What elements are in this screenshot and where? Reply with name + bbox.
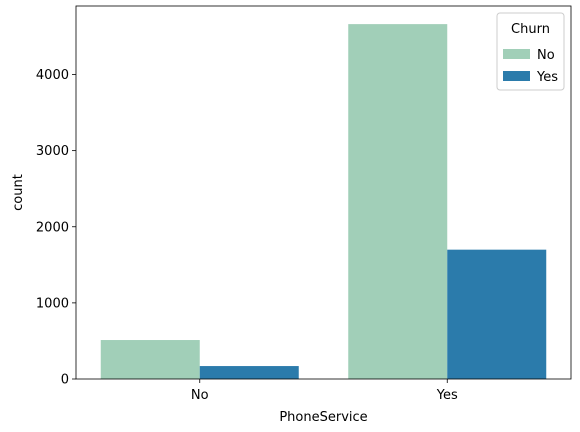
bars-group (100, 24, 547, 379)
y-tick-label: 1000 (36, 296, 69, 311)
plot-frame (75, 5, 572, 380)
x-axis: No Yes (191, 379, 458, 403)
x-axis-label: PhoneService (279, 410, 367, 425)
bar-yes-churn-yes (447, 249, 547, 379)
bar-yes-churn-no (348, 24, 448, 379)
legend-label-no: No (537, 48, 555, 63)
legend-label-yes: Yes (536, 70, 558, 85)
legend: Churn No Yes (496, 12, 565, 91)
y-tick-label: 2000 (36, 220, 69, 235)
y-tick-label: 0 (61, 373, 69, 388)
legend-swatch-yes (503, 71, 530, 81)
x-tick-label-no: No (191, 388, 209, 403)
bar-no-churn-yes (199, 366, 299, 379)
bar-no-churn-no (100, 340, 200, 379)
y-tick-label: 4000 (36, 68, 69, 83)
y-tick-label: 3000 (36, 144, 69, 159)
legend-box (496, 12, 565, 91)
y-axis-label: count (11, 174, 26, 211)
y-axis: 0 1000 2000 3000 4000 (36, 68, 76, 388)
legend-title: Churn (511, 22, 550, 37)
x-tick-label-yes: Yes (436, 388, 458, 403)
legend-swatch-no (503, 49, 530, 59)
